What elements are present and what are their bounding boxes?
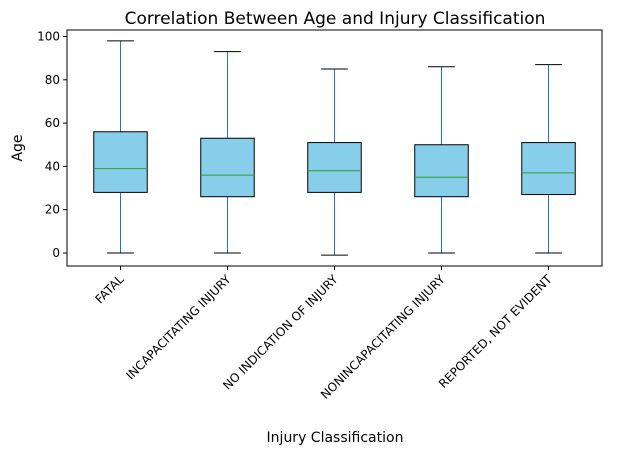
box-group-5: [521, 64, 576, 254]
y-tick-label: 40: [45, 159, 60, 173]
y-tick-label: 100: [37, 29, 60, 43]
box-group-1: [93, 40, 148, 254]
iqr-box: [93, 131, 148, 193]
x-axis-label: Injury Classification: [267, 430, 404, 446]
chart-title: Correlation Between Age and Injury Class…: [125, 9, 546, 29]
iqr-box: [521, 142, 576, 196]
y-axis: 0 20 40 60 80 100: [37, 29, 67, 260]
iqr-box: [200, 137, 255, 198]
x-tick-label: NO INDICATION OF INJURY: [220, 272, 341, 393]
x-tick-label: FATAL: [92, 272, 126, 306]
box-group-3: [307, 68, 362, 256]
iqr-box: [414, 144, 469, 198]
iqr-box: [307, 142, 362, 193]
box-group-2: [200, 51, 255, 254]
y-tick-label: 60: [45, 116, 60, 130]
y-axis-label: Age: [10, 134, 26, 161]
y-tick-label: 0: [52, 246, 60, 260]
x-tick-label: INCAPACITATING INJURY: [123, 272, 234, 383]
box-group-4: [414, 66, 469, 254]
y-tick-label: 20: [45, 203, 60, 217]
y-tick-label: 80: [45, 73, 60, 87]
x-tick-label: REPORTED, NOT EVIDENT: [436, 272, 555, 391]
x-tick-label: NONINCAPACITATING INJURY: [318, 272, 448, 402]
